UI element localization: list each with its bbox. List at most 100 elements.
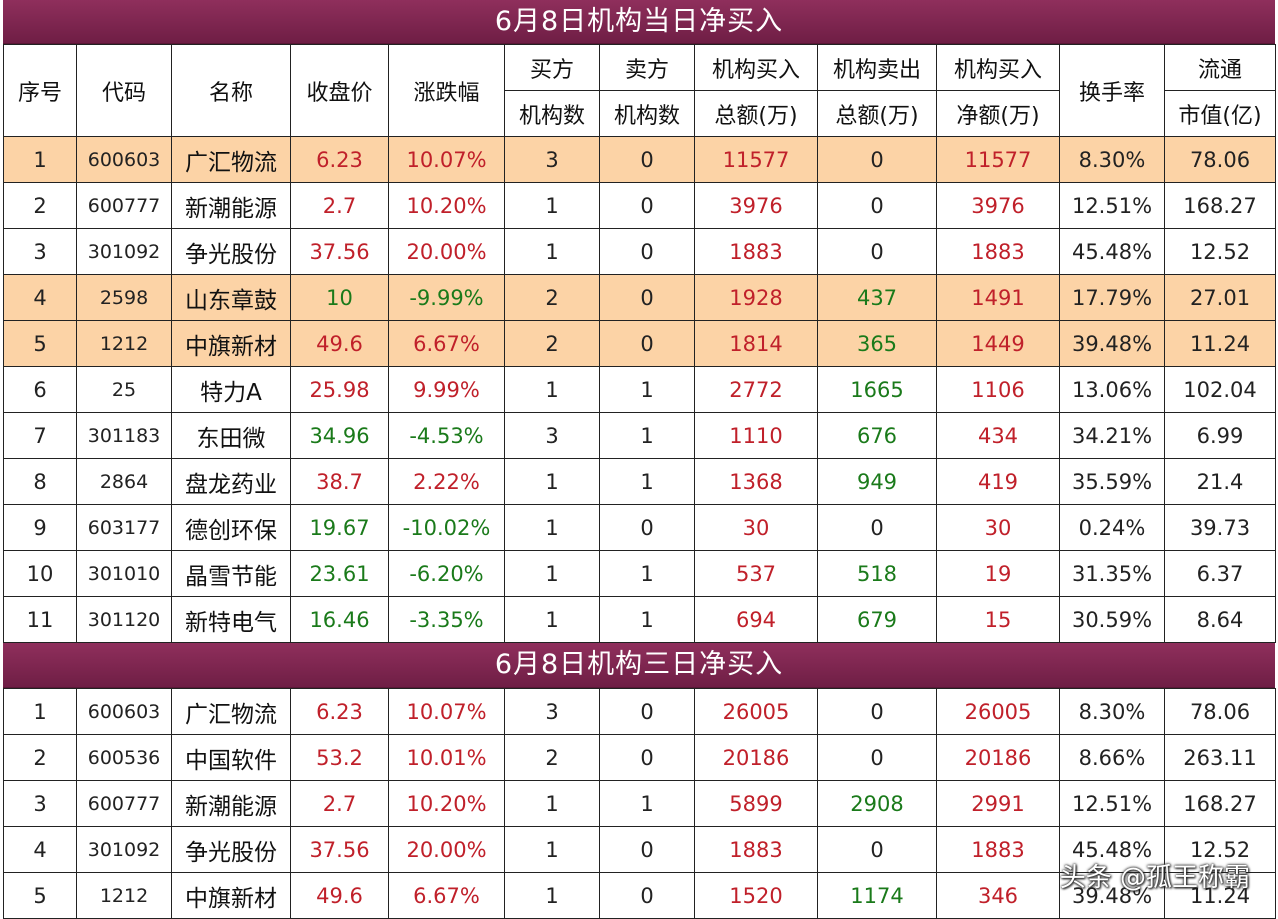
- table-row: 5 1212 中旗新材 49.6 6.67% 1 0 1520 1174 346 39.48% 11.…: [3, 872, 1276, 919]
- cell-seq: 2: [3, 182, 77, 229]
- daily-table-body: 1 600603 广汇物流 6.23 10.07% 3 0 11577 0 11577 8.30% 7…: [3, 136, 1276, 643]
- cell-cap: 168.27: [1164, 780, 1276, 827]
- cell-name: 中旗新材: [171, 320, 291, 367]
- header-cap-top: 流通: [1164, 44, 1276, 91]
- cell-sell-amount: 0: [817, 504, 937, 551]
- cell-net: 15: [936, 596, 1060, 643]
- cell-buy-amount: 1883: [694, 826, 818, 873]
- cell-close: 6.23: [290, 688, 389, 735]
- cell-buy-amount: 5899: [694, 780, 818, 827]
- cell-net: 346: [936, 872, 1060, 919]
- cell-change: -6.20%: [388, 550, 505, 597]
- header-change: 涨跌幅: [388, 44, 505, 137]
- cell-buy-amount: 1814: [694, 320, 818, 367]
- cell-seq: 4: [3, 826, 77, 873]
- cell-sell-amount: 0: [817, 688, 937, 735]
- cell-seq: 10: [3, 550, 77, 597]
- header-seq: 序号: [3, 44, 77, 137]
- cell-name: 盘龙药业: [171, 458, 291, 505]
- cell-buy-count: 1: [504, 366, 600, 413]
- table-row: 1 600603 广汇物流 6.23 10.07% 3 0 26005 0 26005 8.30% 7…: [3, 688, 1276, 735]
- cell-change: 10.20%: [388, 780, 505, 827]
- cell-code: 301183: [76, 412, 172, 459]
- cell-code: 1212: [76, 872, 172, 919]
- cell-code: 600603: [76, 136, 172, 183]
- cell-change: 10.07%: [388, 136, 505, 183]
- cell-turnover: 30.59%: [1059, 596, 1165, 643]
- table-row: 3 301092 争光股份 37.56 20.00% 1 0 1883 0 1883 45.48% 1…: [3, 228, 1276, 275]
- cell-name: 东田微: [171, 412, 291, 459]
- cell-sell-count: 1: [599, 458, 695, 505]
- cell-close: 25.98: [290, 366, 389, 413]
- cell-buy-amount: 694: [694, 596, 818, 643]
- cell-cap: 8.64: [1164, 596, 1276, 643]
- cell-net: 1883: [936, 228, 1060, 275]
- watermark: 头条 @孤王称霸: [1059, 863, 1250, 893]
- cell-buy-amount: 20186: [694, 734, 818, 781]
- daily-table: 序号 代码 名称 收盘价 涨跌幅 买方 卖方 机构买入 机构卖出 机构买入 换手…: [3, 44, 1276, 643]
- cell-sell-count: 1: [599, 366, 695, 413]
- three-day-table: 1 600603 广汇物流 6.23 10.07% 3 0 26005 0 26005 8.30% 7…: [3, 688, 1276, 919]
- cell-buy-count: 1: [504, 596, 600, 643]
- cell-name: 广汇物流: [171, 688, 291, 735]
- cell-sell-count: 1: [599, 550, 695, 597]
- cell-sell-amount: 1665: [817, 366, 937, 413]
- cell-turnover: 8.66%: [1059, 734, 1165, 781]
- cell-sell-count: 1: [599, 412, 695, 459]
- cell-change: 10.20%: [388, 182, 505, 229]
- cell-sell-count: 1: [599, 596, 695, 643]
- cell-buy-amount: 30: [694, 504, 818, 551]
- report-container: 6月8日机构当日净买入 序号 代码 名称 收盘价 涨跌幅 买方 卖方 机构买入 …: [3, 0, 1276, 919]
- table-row: 3 600777 新潮能源 2.7 10.20% 1 1 5899 2908 2991 12.51%…: [3, 780, 1276, 827]
- table-row: 10 301010 晶雪节能 23.61 -6.20% 1 1 537 518 19 31.35% 6…: [3, 550, 1276, 597]
- table-row: 1 600603 广汇物流 6.23 10.07% 3 0 11577 0 11577 8.30% 7…: [3, 136, 1276, 183]
- cell-name: 山东章鼓: [171, 274, 291, 321]
- cell-buy-amount: 1110: [694, 412, 818, 459]
- cell-buy-count: 1: [504, 228, 600, 275]
- header-net-top: 机构买入: [936, 44, 1060, 91]
- cell-change: 20.00%: [388, 826, 505, 873]
- header-row-top: 序号 代码 名称 收盘价 涨跌幅 买方 卖方 机构买入 机构卖出 机构买入 换手…: [3, 44, 1276, 137]
- cell-code: 25: [76, 366, 172, 413]
- three-day-table-body: 1 600603 广汇物流 6.23 10.07% 3 0 26005 0 26005 8.30% 7…: [3, 688, 1276, 919]
- cell-seq: 2: [3, 734, 77, 781]
- cell-net: 19: [936, 550, 1060, 597]
- cell-sell-count: 0: [599, 136, 695, 183]
- cell-change: -3.35%: [388, 596, 505, 643]
- cell-name: 争光股份: [171, 826, 291, 873]
- cell-buy-count: 2: [504, 320, 600, 367]
- cell-net: 1883: [936, 826, 1060, 873]
- cell-cap: 78.06: [1164, 688, 1276, 735]
- cell-close: 16.46: [290, 596, 389, 643]
- cell-code: 301092: [76, 826, 172, 873]
- cell-seq: 9: [3, 504, 77, 551]
- cell-cap: 78.06: [1164, 136, 1276, 183]
- cell-buy-amount: 3976: [694, 182, 818, 229]
- cell-buy-amount: 537: [694, 550, 818, 597]
- cell-name: 晶雪节能: [171, 550, 291, 597]
- cell-seq: 7: [3, 412, 77, 459]
- cell-buy-amount: 1520: [694, 872, 818, 919]
- cell-sell-count: 0: [599, 872, 695, 919]
- header-turnover: 换手率: [1059, 44, 1165, 137]
- cell-cap: 263.11: [1164, 734, 1276, 781]
- cell-code: 600777: [76, 780, 172, 827]
- cell-sell-amount: 437: [817, 274, 937, 321]
- cell-seq: 1: [3, 136, 77, 183]
- section-title-three-day: 6月8日机构三日净买入: [3, 643, 1275, 688]
- cell-sell-count: 0: [599, 228, 695, 275]
- cell-name: 新潮能源: [171, 780, 291, 827]
- cell-net: 20186: [936, 734, 1060, 781]
- cell-sell-amount: 2908: [817, 780, 937, 827]
- cell-code: 600777: [76, 182, 172, 229]
- cell-net: 434: [936, 412, 1060, 459]
- cell-seq: 6: [3, 366, 77, 413]
- header-name: 名称: [171, 44, 291, 137]
- cell-buy-count: 1: [504, 458, 600, 505]
- cell-net: 1491: [936, 274, 1060, 321]
- cell-seq: 3: [3, 780, 77, 827]
- table-row: 2 600536 中国软件 53.2 10.01% 2 0 20186 0 20186 8.66% 2…: [3, 734, 1276, 781]
- cell-turnover: 31.35%: [1059, 550, 1165, 597]
- header-close: 收盘价: [290, 44, 389, 137]
- cell-change: 10.01%: [388, 734, 505, 781]
